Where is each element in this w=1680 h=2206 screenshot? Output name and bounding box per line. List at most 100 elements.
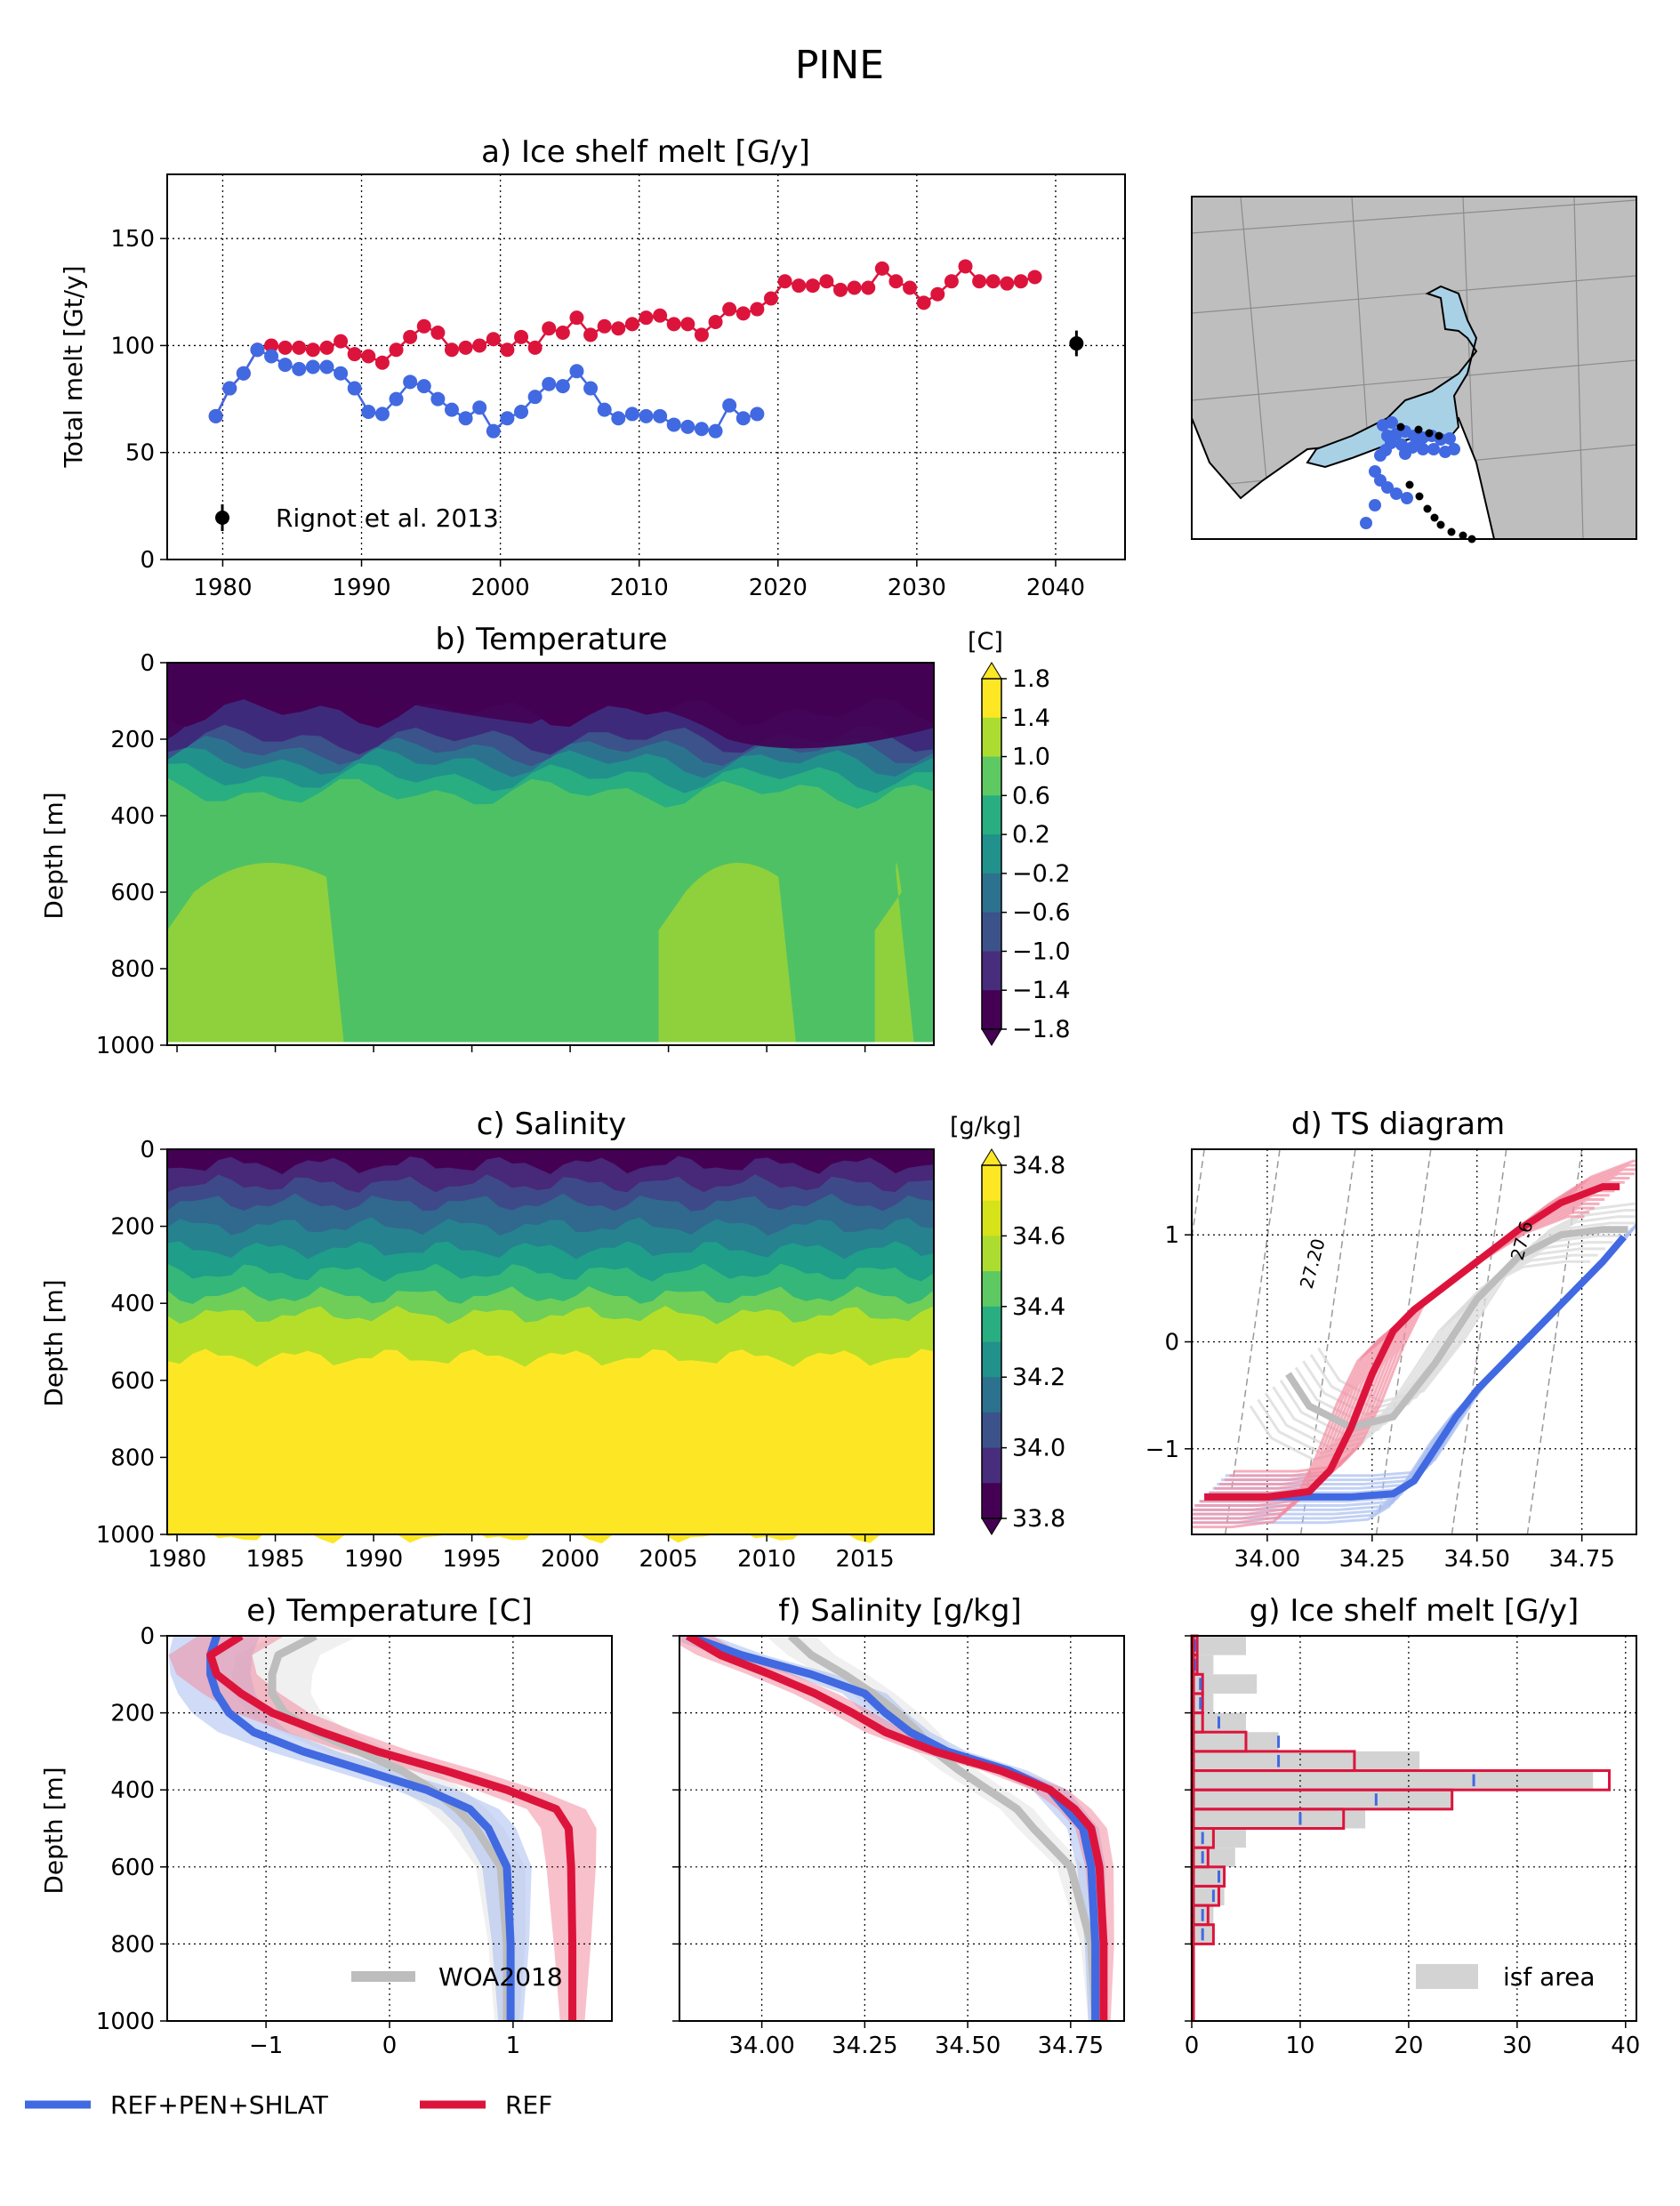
panel-b-ylabel: Depth [m] (39, 792, 68, 919)
map-point-model (1381, 481, 1394, 494)
colorbar-extend-bottom (981, 1518, 1002, 1535)
isf-area-bar (1192, 1848, 1235, 1867)
map-frame (1191, 196, 1637, 540)
data-point (653, 408, 668, 423)
tick-label-x: 2010 (610, 575, 669, 601)
data-point (903, 280, 918, 295)
data-point (624, 407, 639, 422)
colorbar-tick-label: 34.2 (1012, 1364, 1065, 1391)
tick-label-x: 2000 (541, 1546, 599, 1573)
colorbar-tick-label: 34.8 (1012, 1152, 1065, 1179)
panel-a-frame (166, 173, 1126, 560)
data-point (361, 349, 376, 364)
data-point (292, 340, 307, 355)
tick-label-x: 2010 (737, 1546, 796, 1573)
data-point (1000, 276, 1015, 291)
colorbar-segment (982, 1236, 1001, 1272)
tick-label-y: 600 (110, 880, 155, 906)
data-point (486, 423, 501, 439)
isf-area-bar (1192, 1828, 1246, 1848)
data-point (1027, 270, 1042, 285)
colorbar-tick-label: 1.0 (1012, 744, 1050, 771)
legend-label-pen: REF+PEN+SHLAT (110, 2090, 329, 2120)
data-point (305, 342, 320, 358)
panel-b-temperature-section: b) Temperature Depth [m] 0 200 400 600 800 10… (39, 622, 1071, 1059)
location-map (1191, 196, 1637, 543)
data-point (736, 306, 751, 321)
data-point (416, 379, 431, 394)
colorbar-segment (982, 1483, 1001, 1519)
ts-spread-obs (1272, 1241, 1613, 1442)
panel-a-ylabel: Total melt [Gt/y] (59, 266, 88, 469)
panel-c-ylabel: Depth [m] (39, 1279, 68, 1406)
colorbar-segment (982, 679, 1001, 719)
tick-label-y: 800 (110, 956, 155, 983)
colorbar-segment (982, 1447, 1001, 1484)
colorbar-extend-top (981, 662, 1002, 680)
data-point (458, 340, 473, 355)
data-point (944, 274, 959, 289)
tick-label-y: 600 (110, 1368, 155, 1395)
data-point (611, 411, 626, 426)
data-point (708, 314, 723, 329)
colorbar-tick-label: −1.8 (1012, 1016, 1071, 1043)
data-point (930, 286, 945, 302)
figure-title: PINE (795, 43, 884, 88)
tick-label-y: 1000 (96, 1033, 155, 1059)
ts-spread-pen (1195, 1244, 1617, 1508)
panel-a-title: a) Ice shelf melt [G/y] (481, 134, 810, 170)
colorbar-tick-label: −1.0 (1012, 938, 1071, 965)
data-point (334, 334, 349, 349)
isf-area-bar (1192, 1808, 1366, 1829)
ts-line-ref (1204, 1183, 1620, 1501)
data-point (347, 347, 362, 362)
colorbar-tick-label: 34.0 (1012, 1435, 1065, 1462)
colorbar-tick-label: 33.8 (1012, 1505, 1065, 1533)
data-point (611, 321, 626, 336)
colorbar-tick-label: −0.6 (1012, 899, 1071, 927)
isf-area-bar (1192, 1732, 1279, 1751)
data-point (597, 318, 612, 334)
data-point (500, 342, 515, 358)
data-point (430, 326, 446, 341)
ts-spread-obs (1264, 1247, 1606, 1448)
map-point-model (1443, 432, 1456, 445)
tick-label-y: 0 (1164, 1330, 1179, 1357)
salinity-band (167, 1149, 934, 1175)
tick-label-x: 2020 (749, 575, 808, 601)
panel-b-title: b) Temperature (435, 622, 667, 657)
isf-area-bar (1192, 1886, 1225, 1906)
data-point (319, 340, 334, 355)
data-point (222, 381, 237, 396)
colorbar-tick-label: 0.6 (1012, 782, 1050, 809)
data-point (458, 411, 473, 426)
tick-label-y: 1 (1164, 1222, 1179, 1249)
isf-area-bar (1192, 1674, 1258, 1694)
data-point (763, 291, 778, 306)
colorbar-segment (982, 1306, 1001, 1342)
panel-f-title: f) Salinity [g/kg] (778, 1593, 1021, 1629)
data-point (569, 364, 584, 379)
tick-label-y: 0 (140, 547, 155, 574)
tick-label-y: 800 (110, 1445, 155, 1471)
tick-label-y: 200 (110, 1214, 155, 1241)
data-point (374, 407, 390, 422)
map-point-obs (1414, 425, 1423, 434)
data-point (874, 261, 889, 276)
data-point (750, 302, 765, 317)
isf-area-bar (1192, 1790, 1452, 1809)
ts-spread-pen (1200, 1240, 1621, 1503)
map-point-obs (1425, 429, 1434, 438)
data-point (472, 338, 487, 353)
map-point-obs (1436, 520, 1445, 529)
panel-a-legend-label: Rignot et al. 2013 (276, 503, 499, 533)
tick-label-y: 600 (110, 1855, 155, 1881)
tick-label-y: 100 (110, 333, 155, 359)
ts-spread-obs (1317, 1202, 1636, 1404)
tick-label-x: 34.25 (832, 2033, 897, 2059)
colorbar-segment (982, 1341, 1001, 1378)
data-point (916, 295, 931, 310)
colorbar-tick-label: 1.8 (1012, 665, 1050, 693)
colorbar-tick-label: 1.4 (1012, 704, 1050, 732)
warm-pocket (167, 862, 344, 1045)
